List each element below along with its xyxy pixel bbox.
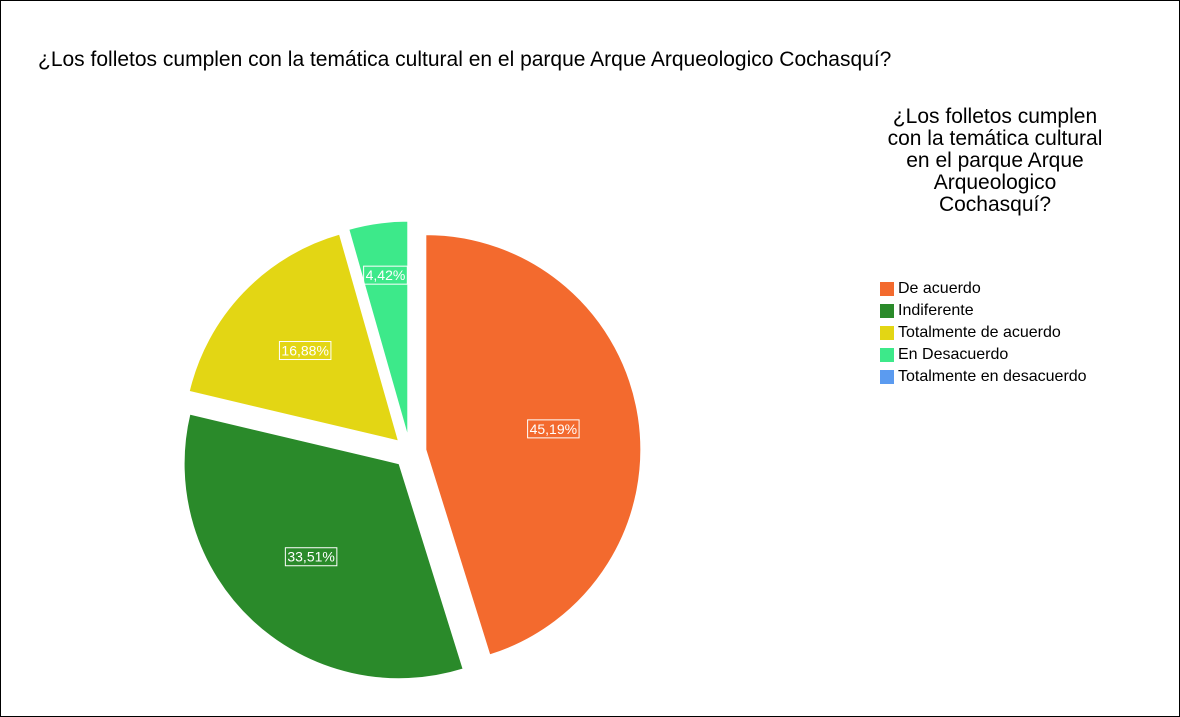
legend-label: En Desacuerdo — [898, 346, 1009, 363]
pie-slice — [425, 234, 642, 656]
legend-label: De acuerdo — [898, 280, 981, 297]
chart-title: ¿Los folletos cumplen con la temática cu… — [38, 48, 892, 71]
value-label: 4,42% — [366, 267, 406, 283]
legend-item: En Desacuerdo — [880, 344, 1087, 366]
legend-item: Indiferente — [880, 300, 1087, 322]
legend: De acuerdo Indiferente Totalmente de acuer… — [880, 278, 1087, 388]
value-label: 45,19% — [530, 421, 577, 437]
legend-item: De acuerdo — [880, 278, 1087, 300]
value-label: 16,88% — [281, 343, 328, 359]
value-label-box — [363, 265, 408, 285]
legend-label: Totalmente de acuerdo — [898, 324, 1061, 341]
legend-swatch — [880, 282, 894, 296]
legend-item: Totalmente en desacuerdo — [880, 366, 1087, 388]
legend-label: Totalmente en desacuerdo — [898, 368, 1087, 385]
value-label: 33,51% — [287, 549, 334, 565]
pie-slice — [183, 413, 464, 680]
legend-title: ¿Los folletos cumplen con la temática cu… — [887, 105, 1103, 216]
legend-swatch — [880, 348, 894, 362]
legend-swatch — [880, 304, 894, 318]
legend-swatch — [880, 326, 894, 340]
legend-label: Indiferente — [898, 302, 974, 319]
legend-item: Totalmente de acuerdo — [880, 322, 1087, 344]
value-label-box — [527, 419, 580, 439]
pie-slice — [188, 233, 400, 442]
legend-swatch — [880, 370, 894, 384]
value-label-box — [284, 547, 338, 567]
value-label-box — [278, 341, 332, 361]
